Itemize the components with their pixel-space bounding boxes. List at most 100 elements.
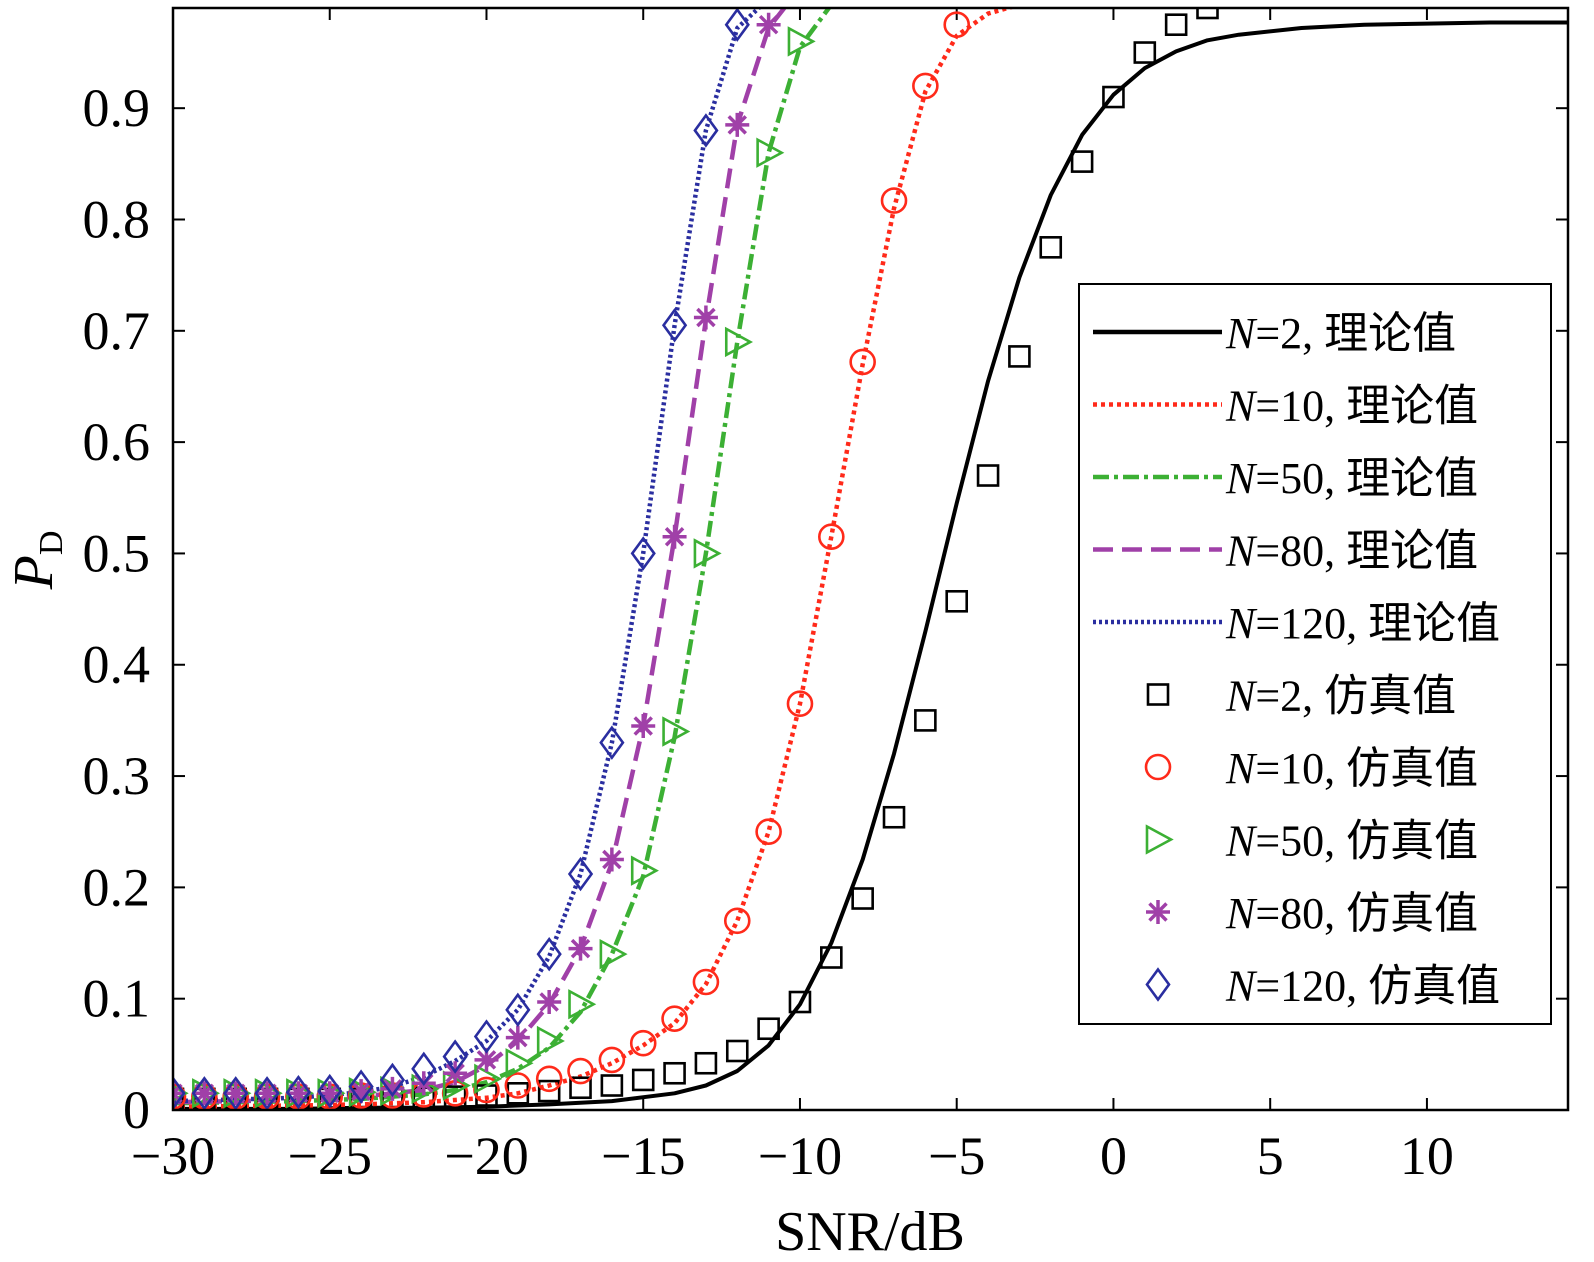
- legend-entry: N=120, 理论值: [1093, 599, 1500, 648]
- sim-point-circle: [173, 1083, 187, 1110]
- legend-label-rest: =2, 仿真值: [1255, 672, 1456, 721]
- legend-label-var: N: [1225, 309, 1258, 358]
- sim-point-square: [976, 464, 1000, 487]
- sim-point-diamond: [630, 536, 656, 571]
- legend-marker-circle: [1144, 753, 1172, 781]
- sim-point-square: [173, 1087, 185, 1110]
- sim-point-asterisk: [286, 1081, 311, 1106]
- legend-entry: N=80, 理论值: [1093, 527, 1478, 576]
- y-tick-label: 0.6: [83, 412, 151, 472]
- legend-label: N=120, 仿真值: [1225, 962, 1500, 1011]
- sim-point-circle: [849, 348, 876, 376]
- legend-label: N=50, 理论值: [1225, 454, 1478, 503]
- sim-point-triangle: [599, 938, 628, 970]
- sim-point-asterisk: [725, 112, 750, 137]
- legend-label-rest: =80, 仿真值: [1255, 889, 1478, 938]
- sim-point-square: [1133, 41, 1157, 64]
- sim-point-diamond: [317, 1073, 343, 1109]
- sim-point-square: [631, 1068, 655, 1092]
- tick-labels: −30 −25 −20 −15 −10 −5 0 5 10 0 0.1 0.2 0.3 0.4 0.5 0.6…: [83, 78, 1454, 1186]
- sim-point-diamond: [599, 725, 625, 760]
- sim-point-diamond: [285, 1074, 312, 1110]
- sim-point-diamond: [173, 1076, 186, 1110]
- sim-point-triangle: [536, 1025, 565, 1057]
- sim-series-9: [173, 8, 750, 1110]
- sim-point-diamond: [567, 856, 594, 892]
- sim-point-square: [600, 1074, 624, 1097]
- sim-point-circle: [755, 818, 782, 846]
- sim-point-asterisk: [568, 936, 593, 961]
- x-tick-label: −5: [928, 1126, 985, 1186]
- sim-point-diamond: [724, 8, 750, 42]
- sim-point-diamond: [505, 992, 531, 1028]
- sim-point-triangle: [630, 855, 659, 886]
- legend-label-var: N: [1225, 382, 1258, 431]
- sim-point-triangle: [693, 538, 722, 569]
- legend-entry: N=120, 仿真值: [1145, 962, 1500, 1011]
- sim-point-square: [914, 709, 937, 732]
- sim-point-diamond: [411, 1051, 437, 1087]
- legend-label-rest: =10, 理论值: [1255, 382, 1478, 431]
- sim-point-diamond: [379, 1062, 406, 1098]
- y-tick-label: 0.1: [83, 969, 151, 1029]
- legend-label-rest: =50, 仿真值: [1255, 817, 1478, 866]
- y-tick-label: 0.7: [83, 301, 151, 361]
- sim-point-triangle: [474, 1063, 503, 1095]
- sim-point-circle: [880, 187, 908, 214]
- sim-point-square: [694, 1051, 718, 1075]
- sim-point-asterisk: [223, 1081, 248, 1106]
- legend-entry: N=50, 仿真值: [1145, 817, 1478, 866]
- legend-entry: N=2, 理论值: [1093, 309, 1456, 358]
- sim-point-circle: [912, 72, 939, 100]
- sim-point-circle: [661, 1005, 688, 1033]
- y-tick-label: 0.4: [83, 635, 151, 695]
- sim-point-asterisk: [505, 1025, 530, 1050]
- sim-point-square: [725, 1039, 749, 1063]
- legend-marker-diamond: [1145, 967, 1171, 1002]
- legend-label-rest: =2, 理论值: [1255, 309, 1456, 358]
- sim-point-asterisk: [474, 1047, 499, 1072]
- sim-point-diamond: [348, 1069, 374, 1104]
- sim-point-circle: [598, 1046, 626, 1074]
- legend-entry: N=2, 仿真值: [1146, 672, 1456, 721]
- sim-point-circle: [818, 523, 845, 551]
- sim-point-circle: [567, 1057, 594, 1085]
- sim-point-asterisk: [192, 1081, 217, 1106]
- sim-point-square: [757, 1017, 780, 1041]
- legend-label: N=50, 仿真值: [1225, 817, 1478, 866]
- sim-point-diamond: [661, 308, 688, 343]
- legend-marker-square: [1146, 683, 1170, 706]
- sim-point-square: [945, 589, 969, 613]
- sim-point-diamond: [254, 1076, 280, 1110]
- sim-point-circle: [943, 11, 971, 38]
- sim-point-square: [1196, 8, 1219, 20]
- legend-label-rest: =50, 理论值: [1255, 454, 1478, 503]
- sim-point-diamond: [536, 936, 562, 972]
- legend-label: N=120, 理论值: [1225, 599, 1500, 648]
- y-tick-label: 0.9: [83, 78, 151, 138]
- legend-label: N=80, 理论值: [1225, 527, 1478, 576]
- sim-point-circle: [723, 907, 751, 935]
- sim-point-square: [1008, 345, 1031, 368]
- sim-point-asterisk: [537, 990, 562, 1015]
- sim-point-circle: [629, 1029, 657, 1057]
- sim-point-diamond: [473, 1019, 500, 1054]
- sim-point-square: [663, 1061, 686, 1085]
- legend-entry: N=10, 仿真值: [1144, 744, 1478, 793]
- sim-point-triangle: [505, 1048, 534, 1079]
- legend-label-rest: =120, 仿真值: [1255, 962, 1500, 1011]
- sim-point-square: [1164, 13, 1188, 36]
- sim-point-asterisk: [599, 847, 624, 872]
- y-tick-label: 0.8: [83, 189, 151, 249]
- sim-point-asterisk: [317, 1081, 342, 1106]
- y-axis-title-sub: D: [33, 531, 70, 556]
- sim-point-triangle: [724, 326, 753, 358]
- x-tick-label: 5: [1257, 1126, 1284, 1186]
- theory-curve-1: [173, 8, 1017, 1109]
- legend-label: N=80, 仿真值: [1225, 889, 1478, 938]
- sim-point-asterisk: [693, 305, 718, 330]
- sim-point-square: [1102, 85, 1125, 109]
- theory-curve-4: [173, 8, 763, 1104]
- x-tick-label: −30: [131, 1126, 215, 1186]
